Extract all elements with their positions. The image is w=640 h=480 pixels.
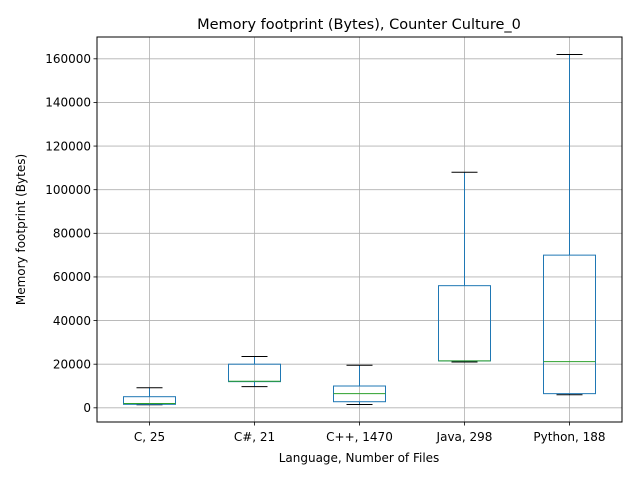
x-tick-label: Java, 298 [436, 430, 493, 444]
y-tick-label: 100000 [45, 183, 91, 197]
y-tick-label: 140000 [45, 96, 91, 110]
interquartile-box [123, 396, 176, 405]
box-group [543, 53, 596, 396]
y-tick-label: 80000 [53, 227, 91, 241]
box-group [123, 387, 176, 406]
y-axis-label: Memory footprint (Bytes) [14, 154, 28, 305]
y-tick-label: 60000 [53, 270, 91, 284]
x-tick-label: C#, 21 [234, 430, 275, 444]
box-series [123, 53, 596, 406]
box-group [228, 356, 281, 388]
box-group [438, 171, 491, 363]
y-tick-label: 120000 [45, 139, 91, 153]
y-tick-label: 40000 [53, 314, 91, 328]
box-group [333, 364, 386, 406]
y-tick-label: 0 [83, 401, 91, 415]
x-axis-label: Language, Number of Files [279, 451, 440, 465]
x-tick-label: C++, 1470 [326, 430, 393, 444]
chart-title: Memory footprint (Bytes), Counter Cultur… [197, 17, 521, 33]
y-tick-label: 20000 [53, 357, 91, 371]
x-axis-ticks: C, 25 C#, 21 C++, 1470 Java, 298 Python, 188 [134, 422, 606, 444]
y-tick-label: 160000 [45, 52, 91, 66]
x-tick-label: C, 25 [134, 430, 165, 444]
y-axis-ticks: 0 20000 40000 60000 80000 100000 120000 140000 1… [45, 52, 97, 415]
x-tick-label: Python, 188 [533, 430, 605, 444]
interquartile-box [543, 254, 596, 395]
